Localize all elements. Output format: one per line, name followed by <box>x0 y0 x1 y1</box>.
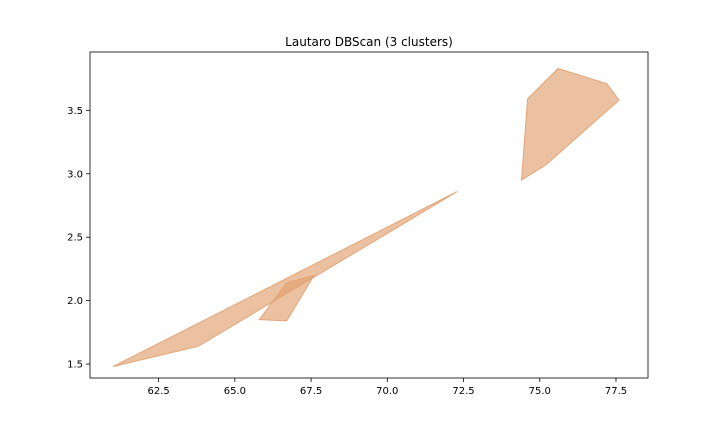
cluster-polygon-3 <box>520 67 620 182</box>
y-tick-label: 3.0 <box>67 169 83 180</box>
cluster-polygon-1 <box>112 191 458 368</box>
x-tick-label: 65.0 <box>224 386 246 397</box>
y-tick-label: 1.5 <box>67 360 83 371</box>
cluster-polygons <box>112 67 620 368</box>
x-tick-label: 67.5 <box>300 386 322 397</box>
x-tick-label: 75.0 <box>529 386 551 397</box>
y-axis: 1.5 2.0 2.5 3.0 3.5 <box>67 106 90 371</box>
x-axis: 62.5 65.0 67.5 70.0 72.5 75.0 77.5 <box>147 378 627 397</box>
x-tick-label: 72.5 <box>452 386 474 397</box>
x-tick-label: 70.0 <box>376 386 398 397</box>
plot-frame <box>89 51 649 379</box>
chart-title: Lautaro DBScan (3 clusters) <box>285 35 453 49</box>
x-tick-label: 77.5 <box>605 386 627 397</box>
cluster-polygon-2 <box>258 274 316 322</box>
y-tick-label: 3.5 <box>67 106 83 117</box>
x-tick-label: 62.5 <box>147 386 169 397</box>
y-tick-label: 2.5 <box>67 233 83 244</box>
y-tick-label: 2.0 <box>67 296 83 307</box>
